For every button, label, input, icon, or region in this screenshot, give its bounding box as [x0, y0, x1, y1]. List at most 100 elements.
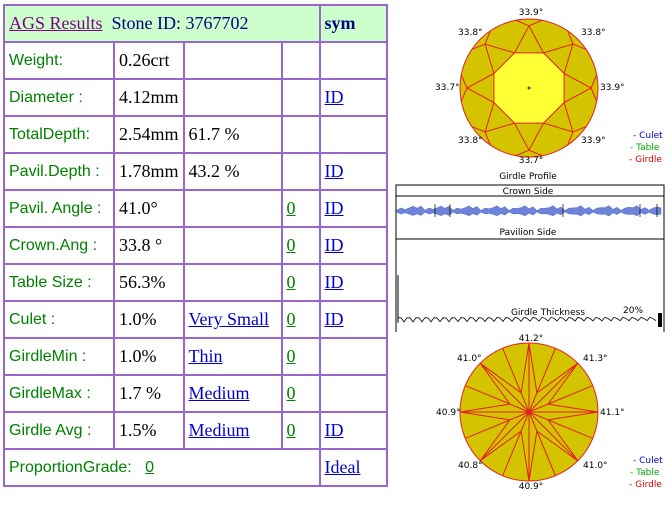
row-grade: 43.2 %: [182, 152, 283, 191]
row-id-link[interactable]: ID: [324, 161, 344, 181]
legend-girdle-top: - Girdle: [629, 155, 662, 165]
pavilion-main-line: [528, 411, 556, 476]
row-score-link[interactable]: 0: [286, 420, 296, 440]
table-row: Crown.Ang : 33.8 ° 0 ID: [3, 226, 388, 265]
row-score: 0: [280, 374, 321, 413]
girdle-band-ticks: [434, 204, 658, 217]
row-value: 33.8 °: [113, 226, 185, 265]
row-label: Culet :: [3, 300, 115, 339]
crown-angle-upper-right: 33.8°: [581, 28, 606, 38]
row-grade: Medium: [182, 411, 283, 450]
row-label-text: Table Size :: [9, 273, 92, 291]
crown-facets: [459, 18, 599, 158]
crown-angle-top: 33.9°: [519, 8, 544, 18]
pavilion-main-line: [479, 411, 530, 462]
pavilion-angle-lower-right: 41.0°: [583, 461, 608, 471]
row-value-text: 4.12mm: [119, 87, 179, 107]
crown-facet-line: [528, 19, 543, 27]
row-id: [318, 115, 388, 154]
row-label-text: TotalDepth:: [9, 125, 90, 143]
legend-table-bottom: - Table: [630, 468, 660, 478]
pavilion-angle-bottom: 40.9°: [519, 482, 544, 492]
row-label: Table Size :: [3, 263, 115, 302]
row-id-link[interactable]: ID: [324, 198, 344, 218]
crown-angle-right: 33.9°: [600, 83, 625, 93]
thickness-wave: [397, 316, 657, 323]
table-row: Culet : 1.0% Very Small 0 ID: [3, 300, 388, 339]
row-id: ID: [318, 152, 388, 191]
row-id: [318, 337, 388, 376]
profile-frame: [395, 184, 665, 332]
row-score-link[interactable]: 0: [286, 309, 296, 329]
row-grade: [182, 78, 283, 117]
row-grade-link[interactable]: Very Small: [188, 309, 270, 329]
pavilion-facet-line: [479, 362, 522, 394]
pavilion-facet-line: [520, 431, 530, 482]
row-id: ID: [318, 78, 388, 117]
table-row: TotalDepth: 2.54mm 61.7 %: [3, 115, 388, 154]
row-label-text: Crown.Ang :: [9, 236, 98, 254]
row-value-text: 56.3%: [119, 272, 166, 292]
row-value-text: 1.0%: [119, 346, 157, 366]
ags-results-link[interactable]: AGS Results: [9, 13, 103, 33]
row-value-text: 0.26crt: [119, 50, 170, 70]
table-row: GirdleMax : 1.7 % Medium 0: [3, 374, 388, 413]
crown-facet-line: [460, 87, 468, 102]
table-row: Girdle Avg : 1.5% Medium 0 ID: [3, 411, 388, 450]
row-id: ID: [318, 411, 388, 450]
row-grade-link[interactable]: Medium: [188, 383, 250, 403]
row-score: 0: [280, 189, 321, 228]
crown-culet-dot: [527, 86, 531, 90]
legend-table-top: - Table: [630, 143, 660, 153]
row-grade: Thin: [182, 337, 283, 376]
row-label: Diameter :: [3, 78, 115, 117]
pavilion-main-line: [528, 362, 579, 413]
pavilion-facet-line: [548, 403, 599, 413]
row-score-link[interactable]: 0: [286, 198, 296, 218]
crown-angle-bottom: 33.7°: [519, 156, 544, 166]
pavilion-angle-left: 40.9°: [436, 408, 461, 418]
row-id-link[interactable]: ID: [324, 420, 344, 440]
pavilion-angle-top: 41.2°: [519, 334, 544, 344]
row-id-link[interactable]: ID: [324, 87, 344, 107]
ideal-link[interactable]: Ideal: [324, 457, 361, 477]
row-id: ID: [318, 300, 388, 339]
row-score-link[interactable]: 0: [286, 383, 296, 403]
row-score-link[interactable]: 0: [286, 235, 296, 255]
row-grade-link[interactable]: Thin: [188, 346, 223, 366]
proportion-grade-label: ProportionGrade:: [9, 458, 132, 476]
row-label-text: GirdleMin :: [9, 347, 87, 365]
proportion-grade-score-link[interactable]: 0: [145, 458, 154, 476]
crown-facet-line: [471, 126, 486, 133]
row-id-link[interactable]: ID: [324, 235, 344, 255]
pavilion-angle-upper-right: 41.3°: [583, 354, 608, 364]
pavilion-angle-right: 41.1°: [600, 408, 625, 418]
crown-facet-line: [484, 30, 491, 45]
girdle-profile-title: Girdle Profile: [499, 172, 557, 182]
row-score-link[interactable]: 0: [286, 272, 296, 292]
girdle-profile: Girdle Profile Crown Side Pavilion Side …: [395, 172, 665, 332]
crown-facet-line: [572, 43, 587, 50]
pavilion-facet-line: [479, 362, 511, 405]
girdle-profile-panel: Girdle Profile Crown Side Pavilion Side …: [395, 170, 670, 332]
row-score: [280, 78, 321, 117]
table-row: Diameter : 4.12mm ID: [3, 78, 388, 117]
table-row: Table Size : 56.3% 0 ID: [3, 263, 388, 302]
row-score: [280, 41, 321, 80]
row-label-text: Culet :: [9, 310, 56, 328]
row-grade: [182, 263, 283, 302]
row-grade-link[interactable]: Medium: [188, 420, 250, 440]
crown-facet-line: [590, 74, 598, 89]
row-id-link[interactable]: ID: [324, 309, 344, 329]
row-id: ID: [318, 226, 388, 265]
row-id-link[interactable]: ID: [324, 272, 344, 292]
row-value-text: 33.8 °: [119, 235, 163, 255]
crown-angle-left: 33.7°: [435, 83, 460, 93]
row-label: Girdle Avg :: [3, 411, 115, 450]
row-score-link[interactable]: 0: [286, 346, 296, 366]
row-score: 0: [280, 300, 321, 339]
crown-facet-line: [515, 149, 530, 157]
legend-girdle-bottom: - Girdle: [629, 480, 662, 490]
row-label: Weight:: [3, 41, 115, 80]
pavilion-facet-line: [528, 431, 538, 482]
